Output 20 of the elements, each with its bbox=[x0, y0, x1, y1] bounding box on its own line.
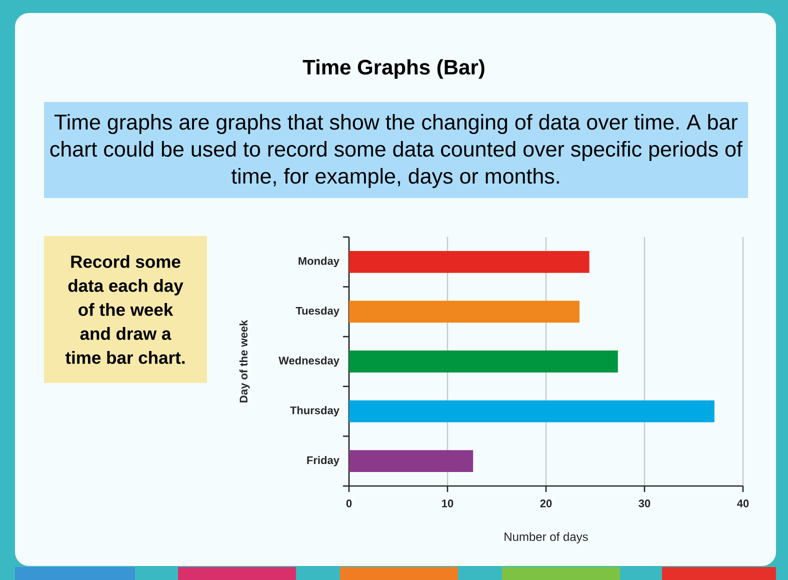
chart-subtitle: Time graphs are graphs that show the changing of data over time. A bar chart could be used to record some data counted over specific periods of time, for example, days or months. bbox=[50, 114, 743, 188]
y-tick-label: Wednesday bbox=[278, 356, 340, 367]
x-tick-label: 10 bbox=[442, 500, 454, 508]
y-tick-label: Friday bbox=[307, 456, 340, 466]
bar bbox=[349, 250, 590, 273]
y-axis-title: Day of the week bbox=[239, 320, 250, 402]
y-tick-label: Thursday bbox=[290, 406, 340, 416]
bar bbox=[349, 350, 618, 372]
x-tick-label: 40 bbox=[737, 500, 749, 508]
bar bbox=[349, 400, 714, 422]
x-tick-label: 0 bbox=[346, 500, 352, 508]
bar bbox=[349, 300, 580, 323]
chart-title: Time Graphs (Bar) bbox=[302, 59, 484, 79]
x-tick-label: 20 bbox=[540, 500, 552, 508]
y-tick-label: Monday bbox=[298, 256, 340, 268]
x-tick-label: 30 bbox=[638, 500, 650, 508]
y-tick-label: Tuesday bbox=[296, 306, 340, 317]
bar bbox=[349, 450, 474, 472]
x-axis-title: Number of days bbox=[504, 532, 588, 544]
text: Record some data each day of the week and draw a time bar chart. bbox=[65, 255, 185, 364]
